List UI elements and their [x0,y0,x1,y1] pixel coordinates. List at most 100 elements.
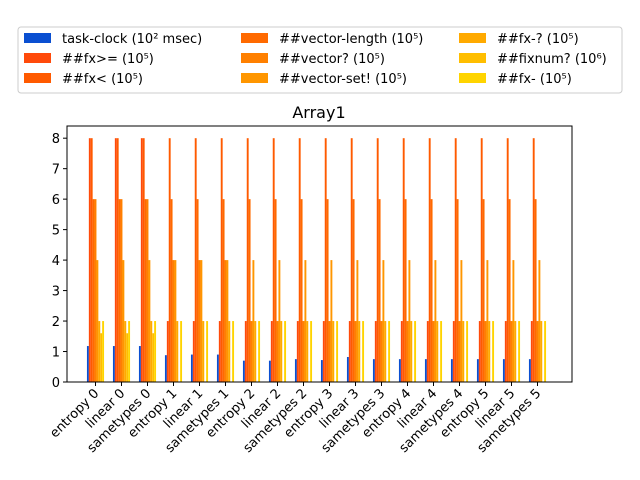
bar [310,321,313,382]
bar [298,138,301,382]
bar [218,321,221,382]
bar [174,260,177,382]
bar [194,138,197,382]
bar [462,321,465,382]
bar [536,321,539,382]
legend-swatch [241,53,268,63]
bar [486,260,489,382]
legend-label: ##fx- (10⁵) [497,72,572,87]
chart-title: Array1 [292,103,345,122]
bar [384,321,387,382]
bar [466,321,469,382]
y-tick-label: 5 [52,224,60,239]
bar [166,321,169,382]
bar [480,138,483,382]
legend-swatch [24,73,51,83]
y-tick-label: 2 [52,315,60,330]
bar [478,321,481,382]
y-tick-label: 0 [52,376,60,391]
y-tick-label: 3 [52,285,60,300]
bar [176,321,179,382]
bar [200,260,203,382]
bar [220,138,223,382]
bar [86,346,89,382]
bar [88,138,91,382]
bar [190,354,193,382]
bar [152,333,155,382]
bar [198,260,201,382]
bar [414,321,417,382]
plot-frame [66,125,573,383]
bar [96,260,99,382]
bar [402,138,405,382]
bar [232,321,235,382]
bar [476,359,479,382]
bar [202,321,205,382]
bar [488,321,491,382]
bar [276,321,279,382]
bar [258,321,261,382]
bar [196,199,199,382]
bar [380,321,383,382]
bar [128,321,131,382]
y-tick-label: 6 [52,193,60,208]
legend-label: ##fx< (10⁵) [62,72,143,87]
bar [116,138,119,382]
bar [250,321,253,382]
bar [242,360,245,382]
bar [222,199,225,382]
bar [150,321,153,382]
bar [362,321,365,382]
bar [398,359,401,382]
bar [300,199,303,382]
bar [226,260,229,382]
bar [144,199,147,382]
bar [124,321,127,382]
bar [528,359,531,382]
legend-label: ##vector-set! (10⁵) [279,72,407,87]
legend-label: ##vector-length (10⁵) [279,32,423,47]
bar [278,260,281,382]
legend-swatch [459,73,486,83]
bar [326,199,329,382]
bar [252,260,255,382]
bar [534,199,537,382]
bar [382,260,385,382]
bar [504,321,507,382]
bar [378,199,381,382]
legend-label: ##vector? (10⁵) [279,52,385,67]
bar [352,199,355,382]
bar [302,321,305,382]
bar [126,333,129,382]
legend-label: task-clock (10² msec) [62,32,202,47]
bar [120,199,123,382]
bar [94,199,97,382]
legend-label: ##fx-? (10⁵) [497,32,579,47]
bar [138,346,141,382]
bar [98,321,101,382]
bars-layer [86,138,547,382]
bar [436,321,439,382]
bar [458,321,461,382]
bar [246,138,249,382]
bar [112,346,115,382]
bar [100,333,103,382]
bar [168,138,171,382]
bar [148,260,151,382]
bar [532,138,535,382]
bar [450,359,453,382]
bar [140,138,143,382]
bar [172,260,175,382]
bar [354,321,357,382]
bar [328,321,331,382]
bar [502,359,505,382]
bar [304,260,307,382]
y-tick-label: 8 [52,132,60,147]
bar [492,321,495,382]
bar [216,354,219,382]
y-tick-label: 7 [52,163,60,178]
bar [406,321,409,382]
bar [284,321,287,382]
bar [428,138,431,382]
legend-swatch [241,73,268,83]
